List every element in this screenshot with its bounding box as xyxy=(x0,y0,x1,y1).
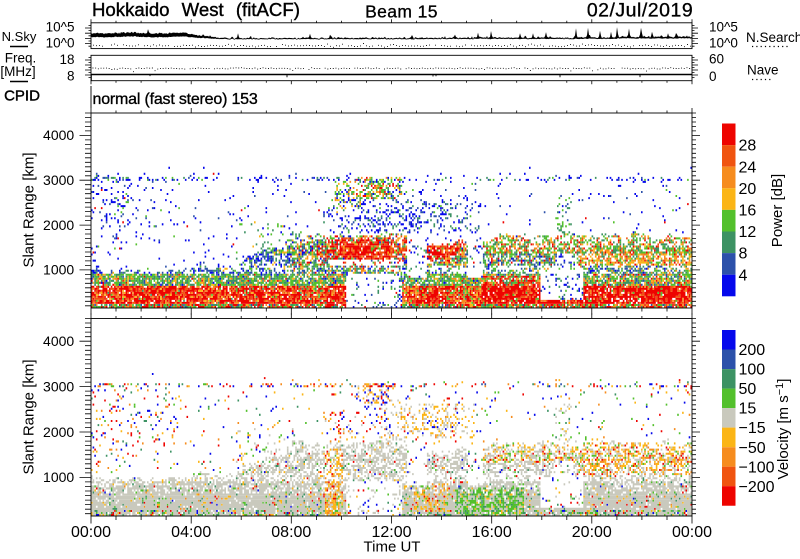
svg-text:08:00: 08:00 xyxy=(271,524,311,541)
svg-text:18: 18 xyxy=(59,52,74,67)
svg-text:16: 16 xyxy=(739,203,757,220)
svg-text:Time UT: Time UT xyxy=(364,539,421,555)
svg-text:100: 100 xyxy=(739,362,766,379)
svg-text:[MHz]: [MHz] xyxy=(0,64,35,79)
svg-text:Hokkaido West (fitACF): Hokkaido West (fitACF) xyxy=(92,0,300,20)
svg-text:N.Search: N.Search xyxy=(746,30,800,45)
svg-text:8: 8 xyxy=(739,246,748,263)
svg-text:20: 20 xyxy=(739,181,757,198)
svg-text:02/Jul/2019: 02/Jul/2019 xyxy=(587,0,693,22)
svg-text:Freq.: Freq. xyxy=(5,51,37,66)
svg-text:04:00: 04:00 xyxy=(171,524,211,541)
svg-text:10^5: 10^5 xyxy=(709,20,738,35)
svg-text:24: 24 xyxy=(739,159,757,176)
svg-text:4000: 4000 xyxy=(43,127,74,143)
svg-text:12:00: 12:00 xyxy=(371,524,411,541)
svg-text:Slant Range [km]: Slant Range [km] xyxy=(21,359,38,474)
svg-text:4: 4 xyxy=(739,267,748,284)
svg-text:Beam 15: Beam 15 xyxy=(365,2,438,22)
svg-text:−200: −200 xyxy=(739,479,775,496)
svg-text:16:00: 16:00 xyxy=(472,524,512,541)
svg-text:−50: −50 xyxy=(739,440,766,457)
svg-text:15: 15 xyxy=(739,401,757,418)
svg-text:0: 0 xyxy=(709,69,717,84)
svg-text:−15: −15 xyxy=(739,420,766,437)
svg-text:50: 50 xyxy=(739,381,757,398)
svg-text:normal (fast stereo) 153: normal (fast stereo) 153 xyxy=(93,91,258,108)
svg-text:2000: 2000 xyxy=(43,424,74,440)
svg-text:00:00: 00:00 xyxy=(71,524,111,541)
svg-text:1000: 1000 xyxy=(43,262,74,278)
svg-text:N.Sky: N.Sky xyxy=(2,29,37,44)
svg-text:10^0: 10^0 xyxy=(709,36,738,51)
svg-text:10^5: 10^5 xyxy=(46,20,75,35)
svg-text:200: 200 xyxy=(739,342,766,359)
svg-text:20:00: 20:00 xyxy=(572,524,612,541)
svg-text:−100: −100 xyxy=(739,459,775,476)
svg-text:60: 60 xyxy=(709,52,724,67)
svg-text:28: 28 xyxy=(739,138,757,155)
svg-text:4000: 4000 xyxy=(43,333,74,349)
svg-text:8: 8 xyxy=(67,69,75,84)
svg-text:1000: 1000 xyxy=(43,469,74,485)
svg-text:00:00: 00:00 xyxy=(672,524,712,541)
svg-text:Nave: Nave xyxy=(747,63,779,78)
svg-text:Power [dB]: Power [dB] xyxy=(769,174,786,247)
svg-text:Velocity [m s−1]: Velocity [m s−1] xyxy=(774,379,792,480)
svg-text:CPID: CPID xyxy=(4,88,40,105)
svg-text:3000: 3000 xyxy=(43,378,74,394)
svg-text:10^0: 10^0 xyxy=(46,36,75,51)
svg-text:12: 12 xyxy=(739,224,757,241)
svg-text:Slant Range [km]: Slant Range [km] xyxy=(21,152,38,267)
svg-text:3000: 3000 xyxy=(43,172,74,188)
svg-text:2000: 2000 xyxy=(43,217,74,233)
